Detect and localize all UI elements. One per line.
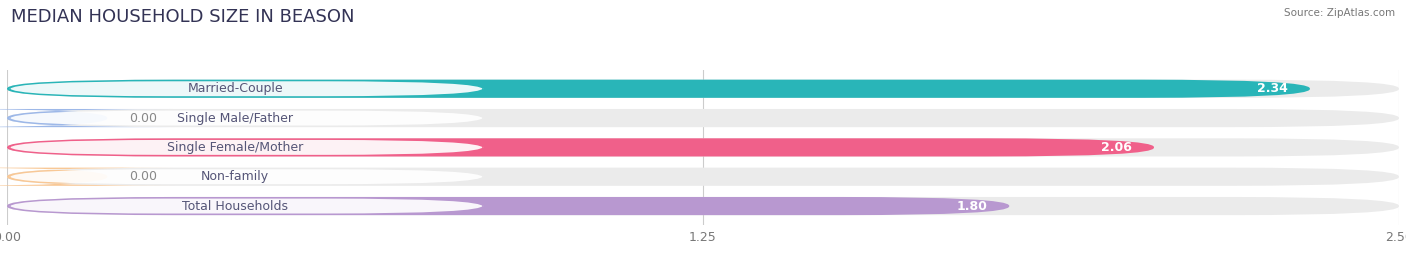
Text: 2.34: 2.34 bbox=[1257, 82, 1288, 95]
Text: 0.00: 0.00 bbox=[129, 170, 157, 183]
FancyBboxPatch shape bbox=[7, 168, 1399, 186]
Text: 0.00: 0.00 bbox=[129, 111, 157, 125]
Text: Single Male/Father: Single Male/Father bbox=[177, 111, 294, 125]
FancyBboxPatch shape bbox=[7, 109, 1399, 127]
FancyBboxPatch shape bbox=[7, 80, 1399, 98]
FancyBboxPatch shape bbox=[10, 199, 484, 214]
Text: Total Households: Total Households bbox=[183, 200, 288, 213]
FancyBboxPatch shape bbox=[0, 168, 174, 186]
FancyBboxPatch shape bbox=[7, 80, 1310, 98]
FancyBboxPatch shape bbox=[10, 81, 484, 96]
Text: Source: ZipAtlas.com: Source: ZipAtlas.com bbox=[1284, 8, 1395, 18]
Text: MEDIAN HOUSEHOLD SIZE IN BEASON: MEDIAN HOUSEHOLD SIZE IN BEASON bbox=[11, 8, 354, 26]
FancyBboxPatch shape bbox=[7, 138, 1154, 157]
FancyBboxPatch shape bbox=[7, 197, 1010, 215]
Text: Married-Couple: Married-Couple bbox=[187, 82, 283, 95]
FancyBboxPatch shape bbox=[0, 109, 174, 127]
Text: Single Female/Mother: Single Female/Mother bbox=[167, 141, 304, 154]
Text: Non-family: Non-family bbox=[201, 170, 270, 183]
FancyBboxPatch shape bbox=[7, 138, 1399, 157]
FancyBboxPatch shape bbox=[7, 197, 1399, 215]
Text: 2.06: 2.06 bbox=[1101, 141, 1132, 154]
FancyBboxPatch shape bbox=[10, 169, 484, 184]
Text: 1.80: 1.80 bbox=[956, 200, 987, 213]
FancyBboxPatch shape bbox=[10, 140, 484, 155]
FancyBboxPatch shape bbox=[10, 111, 484, 125]
